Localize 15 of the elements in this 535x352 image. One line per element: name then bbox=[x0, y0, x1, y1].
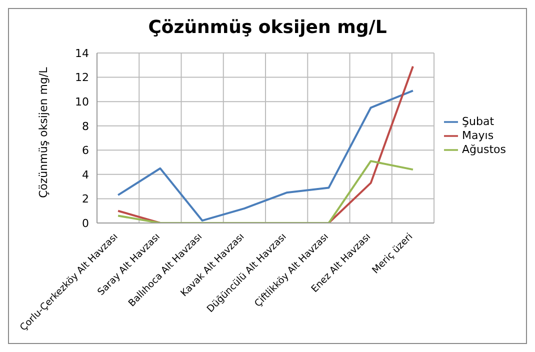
y-tick-label: 10 bbox=[75, 95, 89, 108]
y-tick-label: 2 bbox=[82, 192, 89, 206]
y-tick-label: 0 bbox=[82, 216, 89, 230]
y-tick-label: 8 bbox=[82, 120, 89, 133]
chart-title: Çözünmüş oksijen mg/L bbox=[147, 17, 388, 40]
y-tick-label: 4 bbox=[82, 168, 89, 182]
y-tick-label: 12 bbox=[75, 71, 89, 84]
y-tick-label: 14 bbox=[75, 46, 89, 60]
legend-label: Ağustos bbox=[462, 143, 506, 156]
y-tick-label: 6 bbox=[82, 144, 89, 158]
line-series bbox=[117, 90, 414, 222]
legend-label: Mayıs bbox=[462, 129, 494, 142]
legend-label: Şubat bbox=[462, 115, 494, 128]
line-series bbox=[117, 160, 414, 223]
y-axis-title: Çözünmüş oksijen mg/L bbox=[36, 66, 50, 198]
